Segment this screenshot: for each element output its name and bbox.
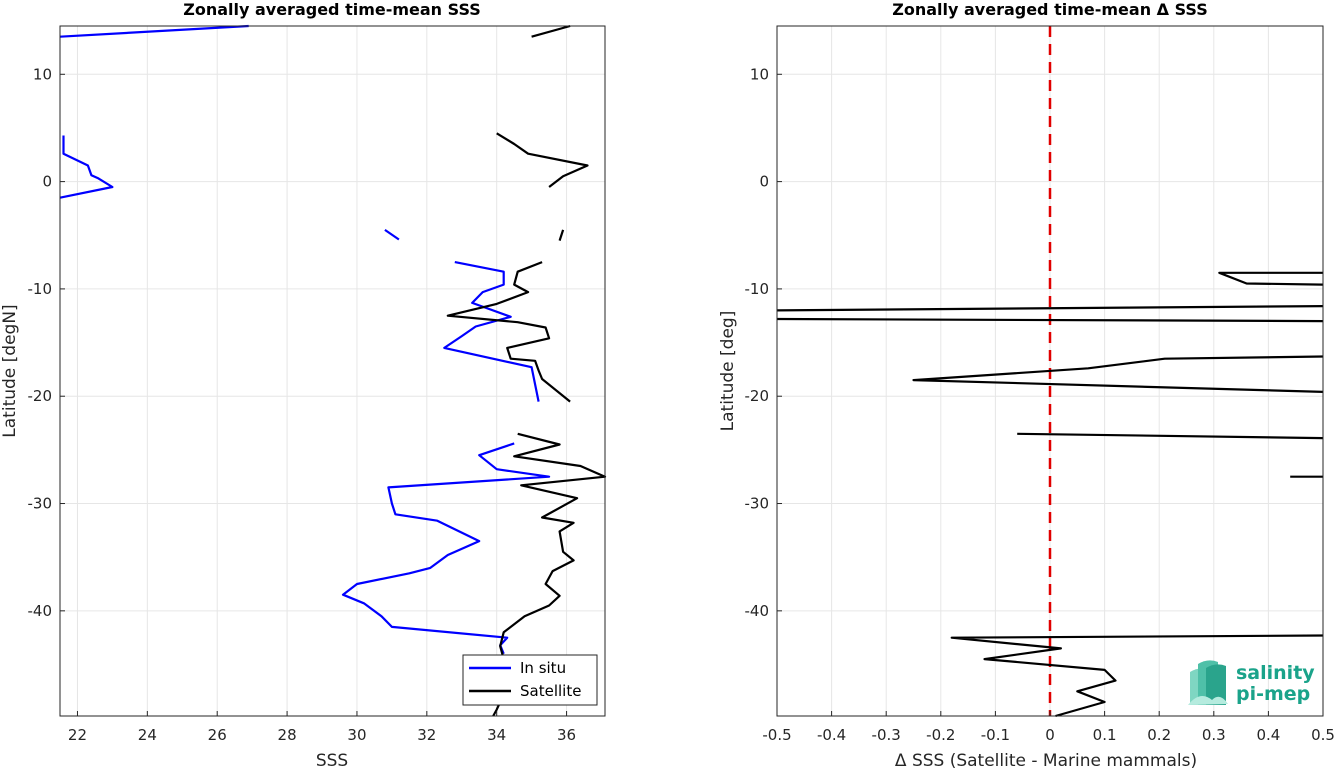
y-tick-label: 0 <box>759 173 769 191</box>
series-line-segment <box>341 442 551 655</box>
series-line-segment <box>446 261 571 403</box>
x-tick-label: -0.1 <box>981 726 1010 744</box>
x-tick-label: 36 <box>557 726 576 744</box>
right-data-lines <box>776 271 1324 718</box>
series-line-segment <box>1218 271 1324 286</box>
y-tick-label: -10 <box>28 280 53 298</box>
x-tick-label: 24 <box>138 726 157 744</box>
series-line-segment <box>776 305 1324 312</box>
salinity-pi-mep-logo: salinity pi-mep <box>1188 660 1315 705</box>
right-y-axis-label: Latitude [deg] <box>718 311 738 432</box>
x-tick-label: 28 <box>278 726 297 744</box>
series-line-segment <box>384 228 400 241</box>
logo-text-pi-mep: pi-mep <box>1236 683 1310 705</box>
left-tick-labels: 22 24 26 28 30 32 34 36 10 0 -10 -20 -30 -40 <box>28 65 577 744</box>
x-tick-label: -0.4 <box>817 726 846 744</box>
series-line-segment <box>531 24 571 38</box>
y-tick-label: -40 <box>745 602 770 620</box>
series-line-segment <box>776 317 1324 323</box>
x-tick-label: -0.2 <box>926 726 955 744</box>
x-tick-label: 30 <box>347 726 366 744</box>
series-line-segment <box>496 132 589 188</box>
y-tick-label: -30 <box>745 495 770 513</box>
series-line-segment <box>558 229 565 241</box>
right-chart-title: Zonally averaged time-mean Δ SSS <box>892 0 1208 19</box>
x-tick-label: -0.3 <box>872 726 901 744</box>
legend-box <box>462 654 598 706</box>
right-chart: -0.5 -0.4 -0.3 -0.2 -0.1 0 0.1 0.2 0.3 0.4 0.5 10 0 -… <box>718 0 1335 769</box>
legend-label-satellite: Satellite <box>520 682 581 700</box>
legend: In situ Satellite <box>462 654 598 706</box>
y-tick-label: -20 <box>28 387 53 405</box>
series-line-segment <box>59 135 114 199</box>
y-tick-label: -30 <box>28 495 53 513</box>
left-x-axis-label: SSS <box>316 751 348 769</box>
x-tick-label: 0.2 <box>1147 726 1171 744</box>
series-line-segment <box>950 634 1324 718</box>
series-line-segment <box>443 261 540 402</box>
x-tick-label: -0.5 <box>762 726 791 744</box>
right-x-axis-label: Δ SSS (Satellite - Marine mammals) <box>895 751 1197 769</box>
series-in-situ <box>59 24 551 655</box>
x-tick-label: 0 <box>1045 726 1055 744</box>
logo-text-salinity: salinity <box>1236 662 1315 684</box>
y-tick-label: 10 <box>33 65 52 83</box>
x-tick-label: 22 <box>68 726 87 744</box>
x-tick-label: 0.5 <box>1311 726 1335 744</box>
y-tick-label: -20 <box>745 387 770 405</box>
legend-label-in-situ: In situ <box>520 659 566 677</box>
x-tick-label: 26 <box>208 726 227 744</box>
x-tick-label: 34 <box>487 726 506 744</box>
left-plot-area <box>60 26 605 716</box>
x-tick-label: 32 <box>417 726 436 744</box>
x-tick-label: 0.1 <box>1093 726 1117 744</box>
left-y-axis-label: Latitude [degN] <box>0 304 20 437</box>
left-axes-box <box>59 25 606 717</box>
y-tick-label: 0 <box>42 173 52 191</box>
series-line-segment <box>59 24 249 38</box>
x-tick-label: 0.4 <box>1256 726 1280 744</box>
y-tick-label: -40 <box>28 602 53 620</box>
series-line-segment <box>1017 432 1324 440</box>
series-line-segment <box>912 355 1324 393</box>
series-delta-sss <box>776 271 1324 718</box>
right-tick-labels: -0.5 -0.4 -0.3 -0.2 -0.1 0 0.1 0.2 0.3 0.4 0.5 10 0 -… <box>745 65 1335 744</box>
x-tick-label: 0.3 <box>1202 726 1226 744</box>
y-tick-label: -10 <box>745 280 770 298</box>
left-gridlines <box>60 26 605 716</box>
left-chart-title: Zonally averaged time-mean SSS <box>183 0 481 19</box>
left-chart: 22 24 26 28 30 32 34 36 10 0 -10 -20 -30 -40 Zonally … <box>0 0 607 769</box>
logo-wave-icon <box>1188 660 1228 705</box>
y-tick-label: 10 <box>750 65 769 83</box>
